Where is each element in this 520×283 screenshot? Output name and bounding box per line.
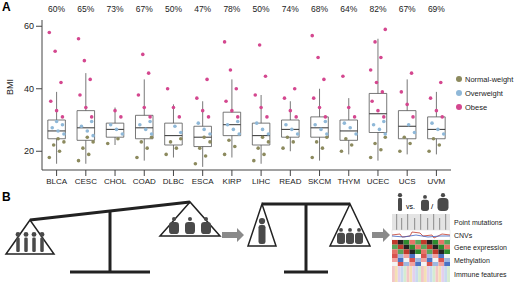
svg-text:DLBC: DLBC (163, 177, 185, 186)
svg-text:68%: 68% (311, 4, 328, 14)
svg-text:CHOL: CHOL (104, 177, 127, 186)
svg-text:vs.: vs. (406, 203, 415, 210)
svg-text:THYM: THYM (337, 177, 360, 186)
svg-text:KIRP: KIRP (223, 177, 242, 186)
svg-text:67%: 67% (136, 4, 153, 14)
svg-text:BMI: BMI (6, 79, 15, 95)
svg-text:60: 60 (24, 21, 34, 31)
svg-text:/: / (431, 202, 434, 211)
html-text:Overweight: Overweight (465, 88, 503, 98)
svg-text:Methylation: Methylation (454, 257, 490, 265)
svg-text:47%: 47% (194, 4, 211, 14)
svg-text:82%: 82% (369, 4, 386, 14)
html-text:A: A (2, 0, 11, 14)
html-text:Normal-weight: Normal-weight (465, 74, 514, 84)
svg-text:COAD: COAD (133, 177, 156, 186)
svg-text:UCEC: UCEC (367, 177, 390, 186)
svg-text:Point mutations: Point mutations (454, 219, 503, 226)
svg-text:Gene expression: Gene expression (454, 244, 507, 252)
svg-text:20: 20 (24, 146, 34, 156)
svg-text:CESC: CESC (75, 177, 97, 186)
svg-text:60%: 60% (48, 4, 65, 14)
svg-text:SKCM: SKCM (308, 177, 331, 186)
svg-text:UVM: UVM (428, 177, 446, 186)
svg-text:74%: 74% (282, 4, 299, 14)
svg-text:78%: 78% (223, 4, 240, 14)
svg-text:CNVs: CNVs (454, 232, 473, 239)
svg-text:50%: 50% (253, 4, 270, 14)
svg-text:READ: READ (279, 177, 301, 186)
svg-text:64%: 64% (340, 4, 357, 14)
svg-text:50%: 50% (165, 4, 182, 14)
svg-text:67%: 67% (399, 4, 416, 14)
svg-text:Immune features: Immune features (454, 271, 507, 278)
svg-text:BLCA: BLCA (46, 177, 68, 186)
html-text:Obese: Obese (465, 102, 488, 112)
svg-text:69%: 69% (428, 4, 445, 14)
svg-text:ESCA: ESCA (192, 177, 214, 186)
svg-text:B: B (2, 190, 11, 204)
svg-text:LIHC: LIHC (252, 177, 270, 186)
svg-text:40: 40 (24, 84, 34, 94)
svg-text:UCS: UCS (399, 177, 416, 186)
svg-text:73%: 73% (107, 4, 124, 14)
svg-text:65%: 65% (77, 4, 94, 14)
